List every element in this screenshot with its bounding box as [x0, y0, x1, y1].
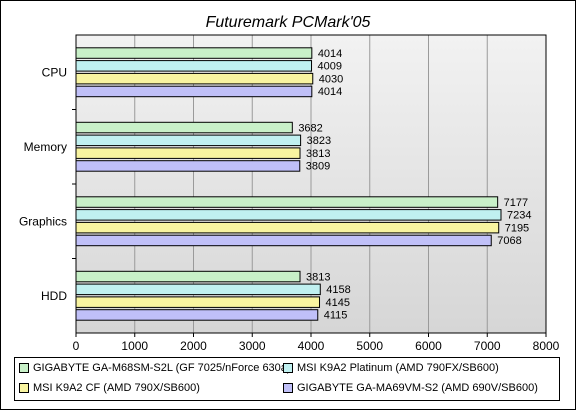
data-label: 7177 — [504, 197, 528, 209]
legend-item: GIGABYTE GA-M68SM-S2L (GF 7025/nForce 63… — [19, 362, 291, 374]
legend-label: MSI K9A2 CF (AMD 790X/SB600) — [33, 382, 200, 394]
legend-item: MSI K9A2 Platinum (AMD 790FX/SB600) — [283, 362, 499, 374]
data-label: 3813 — [306, 271, 330, 283]
bar — [75, 60, 313, 72]
category-label: Graphics — [19, 214, 67, 228]
bar — [75, 209, 502, 221]
data-label: 4145 — [326, 297, 350, 309]
legend-swatch — [19, 383, 29, 393]
x-tick-label: 0 — [73, 339, 80, 353]
legend-swatch — [283, 383, 293, 393]
bar — [75, 221, 500, 234]
data-label: 4014 — [318, 86, 342, 98]
bar — [75, 72, 314, 85]
x-tick-label: 4000 — [298, 339, 325, 353]
x-tick-label: 6000 — [415, 339, 442, 353]
data-label: 7068 — [497, 235, 521, 247]
x-tick-label: 3000 — [239, 339, 266, 353]
legend-item: GIGABYTE GA-MA69VM-S2 (AMD 690V/SB600) — [283, 382, 538, 394]
category-label: Memory — [24, 140, 67, 154]
bar — [75, 296, 321, 308]
legend: GIGABYTE GA-M68SM-S2L (GF 7025/nForce 63… — [14, 357, 560, 401]
legend-label: GIGABYTE GA-M68SM-S2L (GF 7025/nForce 63… — [33, 362, 291, 374]
data-label: 4014 — [318, 48, 342, 60]
data-label: 3823 — [307, 135, 331, 147]
legend-swatch — [19, 363, 29, 373]
bar — [75, 270, 301, 283]
x-tick-label: 5000 — [356, 339, 383, 353]
chart-title: Futuremark PCMark'05 — [205, 14, 371, 31]
x-tick-label: 1000 — [121, 339, 148, 353]
bar — [75, 85, 313, 98]
category-label: HDD — [41, 289, 67, 303]
bar — [75, 309, 319, 321]
bar — [75, 134, 302, 147]
legend-swatch — [283, 363, 293, 373]
bar — [75, 121, 293, 134]
data-label: 4115 — [324, 310, 348, 322]
bar — [75, 160, 301, 172]
bar — [75, 47, 313, 59]
data-label: 7234 — [507, 210, 531, 222]
data-label: 3813 — [306, 148, 330, 160]
legend-item: MSI K9A2 CF (AMD 790X/SB600) — [19, 382, 200, 394]
x-tick-label: 2000 — [180, 339, 207, 353]
bar — [75, 234, 492, 247]
data-label: 3682 — [298, 122, 322, 134]
data-label: 4158 — [326, 284, 350, 296]
data-label: 4030 — [319, 73, 343, 85]
x-tick-label: 8000 — [533, 339, 560, 353]
bar — [75, 283, 321, 296]
bar — [75, 196, 499, 208]
bar — [75, 147, 301, 159]
data-label: 3809 — [306, 161, 330, 173]
data-label: 4009 — [318, 61, 342, 73]
x-tick-label: 7000 — [474, 339, 501, 353]
category-label: CPU — [42, 65, 67, 79]
legend-label: GIGABYTE GA-MA69VM-S2 (AMD 690V/SB600) — [297, 382, 538, 394]
legend-label: MSI K9A2 Platinum (AMD 790FX/SB600) — [297, 362, 499, 374]
data-label: 7195 — [505, 222, 529, 234]
